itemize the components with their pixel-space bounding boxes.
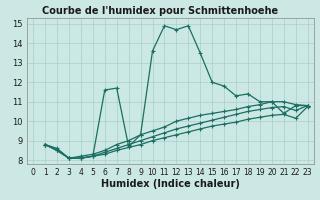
- X-axis label: Humidex (Indice chaleur): Humidex (Indice chaleur): [101, 179, 240, 189]
- Text: Courbe de l'humidex pour Schmittenhoehe: Courbe de l'humidex pour Schmittenhoehe: [42, 6, 278, 16]
